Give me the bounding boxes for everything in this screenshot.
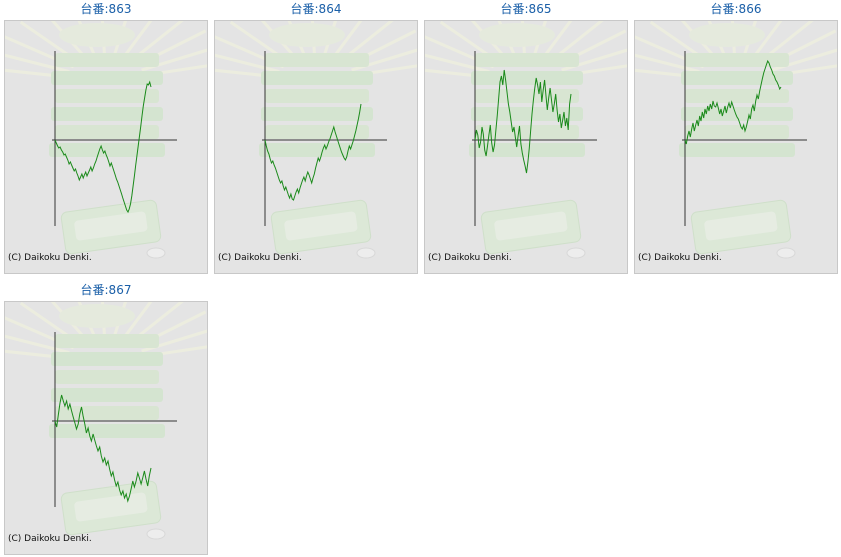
coin-tray-inner [74, 492, 148, 522]
machine-graph-card[interactable]: (C) Daikoku Denki. [424, 20, 628, 274]
graph-svg [215, 21, 417, 259]
balance-series-line [474, 69, 572, 174]
tray-shape [265, 53, 369, 67]
graph-svg [5, 302, 207, 540]
tray-shape [261, 107, 373, 121]
ray-shape [121, 302, 153, 341]
machine-graph-cell: 台番:867 (C [4, 282, 208, 555]
machine-graph-card[interactable]: (C) Daikoku Denki. [4, 20, 208, 274]
machine-graph-card[interactable]: (C) Daikoku Denki. [214, 20, 418, 274]
tray-shape [469, 143, 585, 157]
tower-cap [269, 23, 345, 47]
copyright-text: (C) Daikoku Denki. [8, 253, 92, 263]
tray-shape [475, 125, 579, 139]
tray-shape [55, 125, 159, 139]
background-illustration [635, 21, 837, 259]
tray-shape [475, 53, 579, 67]
machine-graph-cell: 台番:864 (C [214, 1, 418, 274]
copyright-text: (C) Daikoku Denki. [218, 253, 302, 263]
tray-shape [55, 89, 159, 103]
tray-shape [49, 143, 165, 157]
tray-shape [265, 89, 369, 103]
tray-shape [51, 352, 163, 366]
machine-graph-card[interactable]: (C) Daikoku Denki. [634, 20, 838, 274]
tray-shape [679, 143, 795, 157]
coin-tray-inner [74, 211, 148, 241]
background-illustration [215, 21, 417, 259]
medal-icon [146, 247, 166, 259]
medal-icon [356, 247, 376, 259]
ray-shape [541, 21, 573, 60]
machine-number-link[interactable]: 台番:867 [80, 283, 132, 297]
tray-shape [265, 125, 369, 139]
machine-graph-card[interactable]: (C) Daikoku Denki. [4, 301, 208, 555]
ray-shape [331, 21, 363, 60]
tray-shape [685, 125, 789, 139]
tower-cap [59, 23, 135, 47]
balance-series-line [264, 103, 362, 201]
machine-graph-cell: 台番:866 (C [634, 1, 838, 274]
background-illustration [5, 21, 207, 259]
machine-number-link[interactable]: 台番:865 [500, 2, 552, 16]
tray-shape [49, 424, 165, 438]
coin-tray-inner [494, 211, 568, 241]
copyright-text: (C) Daikoku Denki. [428, 253, 512, 263]
tray-shape [55, 334, 159, 348]
tray-shape [259, 143, 375, 157]
machine-number-link[interactable]: 台番:866 [710, 2, 762, 16]
tray-shape [471, 71, 583, 85]
tray-shape [685, 89, 789, 103]
background-illustration [425, 21, 627, 259]
machine-graph-cell: 台番:865 (C [424, 1, 628, 274]
machine-number-link[interactable]: 台番:863 [80, 2, 132, 16]
tray-shape [261, 71, 373, 85]
tray-shape [55, 370, 159, 384]
medal-icon [776, 247, 796, 259]
graph-svg [5, 21, 207, 259]
machine-number-link[interactable]: 台番:864 [290, 2, 342, 16]
balance-series-line [54, 394, 152, 503]
coin-tray-inner [704, 211, 778, 241]
tower-cap [479, 23, 555, 47]
tower-cap [59, 304, 135, 328]
graph-svg [635, 21, 837, 259]
tray-shape [51, 388, 163, 402]
tray-shape [681, 71, 793, 85]
balance-series-line [684, 59, 782, 145]
graph-svg [425, 21, 627, 259]
ray-shape [121, 21, 153, 60]
tray-shape [51, 71, 163, 85]
tray-shape [55, 53, 159, 67]
tray-shape [475, 89, 579, 103]
tray-shape [471, 107, 583, 121]
coin-tray-inner [284, 211, 358, 241]
machine-graph-cell: 台番:863 (C [4, 1, 208, 274]
tower-cap [689, 23, 765, 47]
copyright-text: (C) Daikoku Denki. [8, 534, 92, 544]
copyright-text: (C) Daikoku Denki. [638, 253, 722, 263]
tray-shape [681, 107, 793, 121]
balance-series-line [54, 80, 152, 214]
ray-shape [751, 21, 783, 60]
medal-icon [146, 528, 166, 540]
medal-icon [566, 247, 586, 259]
tray-shape [685, 53, 789, 67]
tray-shape [51, 107, 163, 121]
